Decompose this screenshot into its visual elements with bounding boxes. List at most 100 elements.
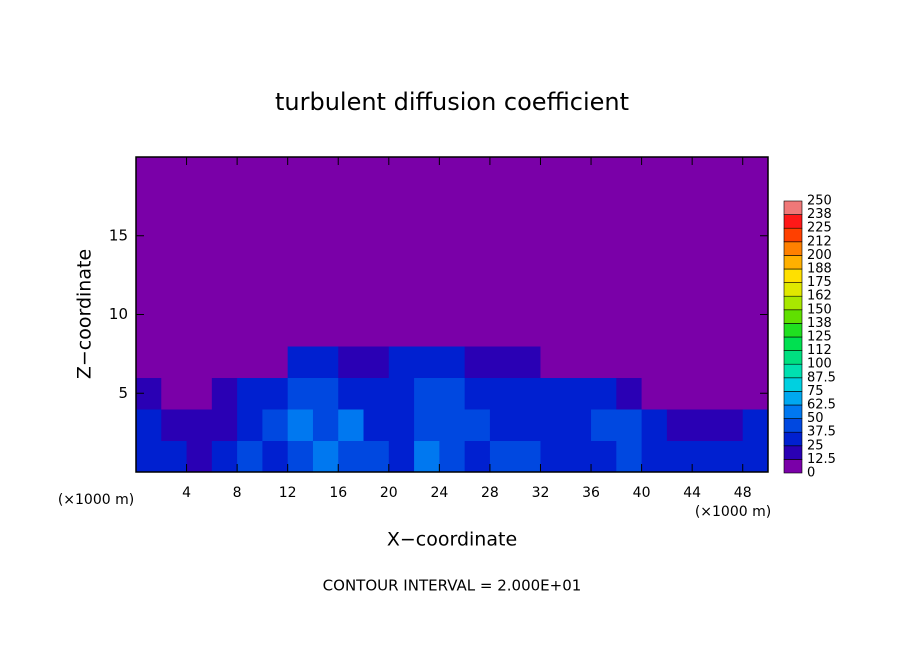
field-cell [262, 346, 289, 378]
field-cell [717, 188, 744, 221]
field-cell [565, 283, 592, 315]
field-cell [666, 314, 693, 347]
colorbar-label: 175 [807, 275, 832, 290]
colorbar-box [783, 282, 803, 297]
field-cell [388, 220, 415, 252]
colorbar-label: 150 [807, 302, 832, 317]
field-cell [591, 314, 617, 347]
field-cell [388, 314, 415, 347]
field-cell [287, 157, 314, 189]
field-cell [439, 157, 466, 189]
field-cell [136, 283, 162, 315]
field-cell [363, 220, 390, 252]
colorbar-label: 50 [807, 411, 824, 426]
x-unit-label: (×1000 m) [695, 504, 771, 520]
field-cell [717, 377, 744, 410]
field-cell [641, 440, 668, 473]
field-cell [414, 440, 440, 473]
field-cell [717, 314, 744, 347]
field-cell [262, 220, 289, 252]
field-cell [591, 283, 617, 315]
field-cell [262, 377, 289, 410]
field-cell [565, 314, 592, 347]
field-cell [692, 188, 718, 221]
field-cell [565, 188, 592, 221]
colorbar-label: 0 [807, 466, 815, 481]
field-cell [717, 220, 744, 252]
y-tick-label: 15 [109, 226, 128, 244]
x-tick-label: 40 [633, 485, 651, 501]
field-cell [363, 346, 390, 378]
field-cell [540, 377, 567, 410]
field-cell [287, 188, 314, 221]
field-cell [515, 283, 541, 315]
field-cell [641, 283, 668, 315]
field-cell [742, 346, 769, 378]
field-cell [540, 157, 567, 189]
field-cell [641, 409, 668, 441]
field-cell [742, 409, 769, 441]
field-cell [439, 188, 466, 221]
colorbar-label: 238 [807, 207, 832, 222]
field-cell [237, 346, 263, 378]
field-cell [338, 314, 365, 347]
field-cell [237, 283, 263, 315]
field-cell [237, 220, 263, 252]
colorbar-box [783, 309, 803, 324]
field-cell [439, 220, 466, 252]
field-cell [262, 409, 289, 441]
field-cell [312, 188, 339, 221]
field-cell [287, 220, 314, 252]
field-cell [211, 346, 238, 378]
colorbar-label: 162 [807, 289, 832, 304]
colorbar-box [783, 214, 803, 229]
field-cell [262, 188, 289, 221]
field-cell [363, 188, 390, 221]
field-cell [717, 157, 744, 189]
field-cell [515, 188, 541, 221]
colorbar-box [783, 377, 803, 392]
field-cell [591, 251, 617, 284]
field-cell [136, 188, 162, 221]
field-cell [312, 283, 339, 315]
field-cell [641, 188, 668, 221]
field-cell [692, 409, 718, 441]
field-cell [591, 220, 617, 252]
y-tick-label: 10 [109, 305, 128, 323]
colorbar-label: 62.5 [807, 398, 836, 413]
field-cell [388, 157, 415, 189]
field-cell [515, 314, 541, 347]
colorbar-label: 75 [807, 384, 824, 399]
field-cell [186, 283, 213, 315]
field-cell [262, 157, 289, 189]
field-cell [464, 283, 491, 315]
field-cell [287, 346, 314, 378]
field-cell [161, 251, 188, 284]
field-cell [161, 220, 188, 252]
field-cell [742, 314, 769, 347]
colorbar-box [783, 459, 803, 474]
field-cell [363, 314, 390, 347]
field-cell [287, 440, 314, 473]
field-cell [211, 220, 238, 252]
colorbar-box [783, 404, 803, 419]
colorbar-box [783, 350, 803, 365]
field-cell [312, 157, 339, 189]
colorbar-label: 200 [807, 248, 832, 263]
field-cell [414, 220, 440, 252]
field-cell [161, 157, 188, 189]
field-cell [591, 377, 617, 410]
field-cell [439, 440, 466, 473]
field-cell [186, 157, 213, 189]
field-cell [464, 440, 491, 473]
x-tick-label: 36 [582, 485, 600, 501]
colorbar-label: 37.5 [807, 425, 836, 440]
x-tick-label: 24 [430, 485, 448, 501]
x-tick-label: 32 [532, 485, 550, 501]
field-cell [540, 220, 567, 252]
x-tick-label: 48 [734, 485, 752, 501]
field-cell [312, 220, 339, 252]
field-cell [591, 409, 617, 441]
field-cell [489, 220, 516, 252]
field-cell [591, 346, 617, 378]
